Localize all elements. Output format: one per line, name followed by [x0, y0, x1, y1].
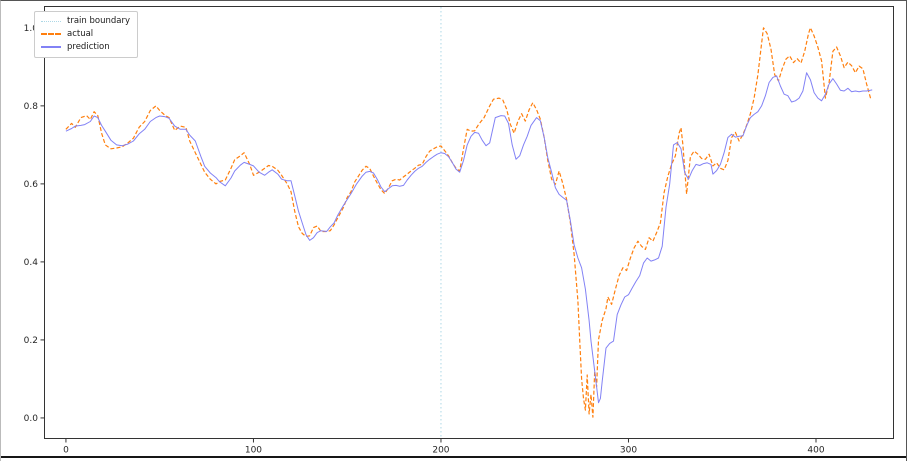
actual-series-line	[65, 27, 873, 418]
legend-item-label: train boundary	[67, 16, 130, 26]
actual-line-sample	[41, 33, 61, 35]
window-bottom-border	[1, 456, 906, 458]
legend-item-actual: actual	[41, 28, 130, 40]
y-tick-label: 1.0	[24, 24, 39, 34]
legend: train boundary actual prediction	[34, 11, 138, 58]
x-tick-label: 100	[245, 446, 262, 456]
y-tick-label: 0.2	[24, 336, 38, 346]
x-tick-label: 400	[807, 446, 824, 456]
y-tick-label: 0.0	[24, 414, 39, 424]
x-tick-label: 200	[432, 446, 449, 456]
prediction-line-sample	[41, 46, 61, 48]
axes-spines	[44, 6, 894, 439]
legend-item-label: actual	[67, 29, 94, 39]
legend-item-prediction: prediction	[41, 41, 130, 53]
prediction-series-line	[65, 72, 873, 404]
y-tick-label: 0.8	[24, 102, 39, 112]
train-boundary-line-sample	[41, 20, 61, 22]
legend-item-train-boundary: train boundary	[41, 15, 130, 27]
x-tick-label: 0	[63, 446, 69, 456]
y-tick-label: 0.6	[24, 180, 39, 190]
y-tick-label: 0.4	[24, 258, 39, 268]
legend-item-label: prediction	[67, 42, 110, 52]
x-tick-label: 300	[620, 446, 637, 456]
